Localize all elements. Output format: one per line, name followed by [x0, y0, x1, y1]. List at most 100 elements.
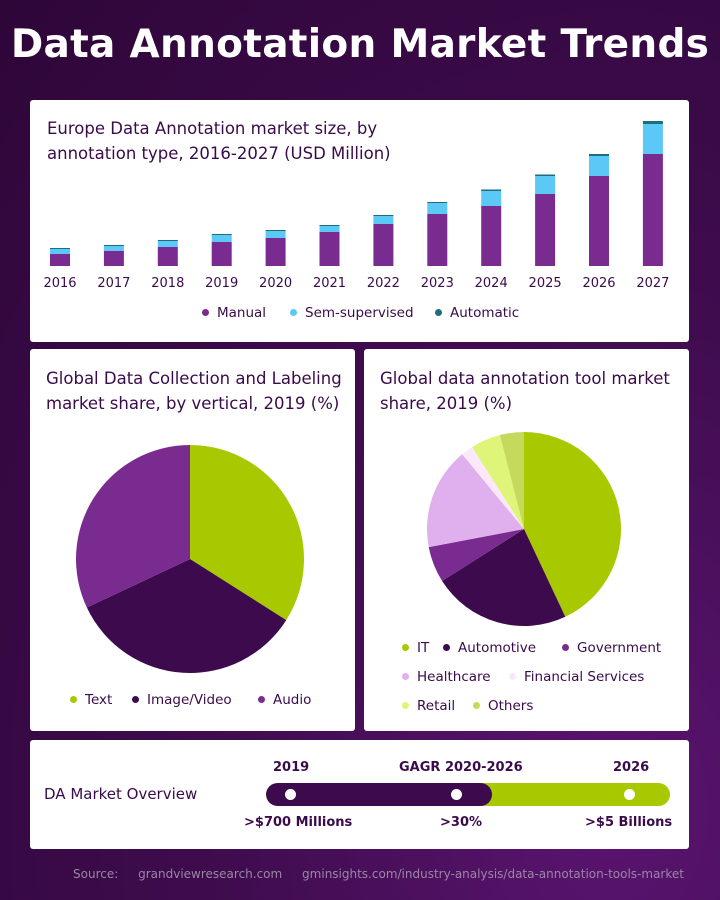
bar-2025-sem-supervised: [535, 176, 556, 194]
overview-marker-start: [285, 789, 296, 800]
legend-dot: [509, 672, 516, 680]
legend-dot: [443, 643, 450, 651]
pie-slice-automotive: [442, 529, 566, 626]
bar-2022-manual: [373, 224, 394, 266]
pie-slice-it: [524, 432, 621, 617]
x-tick-label: 2027: [636, 276, 669, 291]
bar-2020-sem-supervised: [265, 231, 286, 238]
x-tick-label: 2024: [475, 276, 508, 291]
pie-slice-image-video: [86, 559, 287, 674]
x-tick-label: 2017: [97, 276, 130, 291]
bar-2021-sem-supervised: [319, 226, 340, 232]
bar-2027-automatic: [642, 121, 663, 124]
overview-year-end: 2026: [613, 760, 650, 775]
legend-label: Audio: [273, 692, 312, 708]
bar-2025-manual: [535, 194, 556, 266]
source-link-grandview[interactable]: grandviewresearch.com: [138, 867, 283, 881]
bar-2017-automatic: [103, 245, 124, 246]
legend-dot: [402, 643, 409, 651]
pie-slice-others: [499, 432, 524, 529]
bar-2021-automatic: [319, 225, 340, 226]
bar-2026-automatic: [589, 154, 609, 156]
bar-2016-sem-supervised: [50, 249, 70, 254]
stacked-bar-chart: 2016 2017 2018 2019 2020 2021 2022 2023 2024 2025…: [43, 121, 669, 291]
tool-share-pie-chart: [427, 432, 621, 626]
bar-2024-sem-supervised: [481, 191, 502, 206]
bar-2018-manual: [157, 247, 178, 266]
pie-legend-item: Image/Video: [132, 692, 232, 708]
overview-progress-track: [266, 783, 670, 806]
pie-legend-item: Automotive: [443, 640, 536, 656]
bar-2022-sem-supervised: [373, 216, 394, 224]
pie-legend-item: Financial Services: [509, 669, 644, 685]
x-tick-label: 2019: [205, 276, 238, 291]
legend-label: Retail: [417, 698, 456, 714]
bar-2019-automatic: [211, 234, 232, 235]
pie-legend-item: Government: [562, 640, 661, 656]
bar-chart-title: Europe Data Annotation market size, by a…: [47, 119, 391, 163]
legend-dot: [562, 643, 569, 651]
bar-legend-item: Sem-supervised: [290, 305, 414, 321]
pie-slice-audio: [75, 445, 190, 608]
overview-label: DA Market Overview: [44, 785, 198, 803]
legend-label: Government: [577, 640, 662, 656]
overview-year-start: 2019: [273, 760, 310, 775]
pie2-title: Global data annotation tool market share…: [380, 369, 670, 413]
bar-2017-manual: [103, 251, 124, 266]
bar-2021-manual: [319, 232, 340, 266]
x-tick-label: 2016: [43, 276, 76, 291]
pie-slice-financial-services: [462, 447, 524, 529]
overview-cagr-label: GAGR 2020-2026: [399, 760, 523, 775]
market-overview-card: DA Market Overview 2019 GAGR 2020-2026 2…: [30, 740, 689, 849]
pie1-title: Global Data Collection and Labeling mark…: [46, 369, 342, 413]
overview-marker-end: [624, 789, 635, 800]
bar-2024-manual: [481, 206, 502, 266]
legend-label: Financial Services: [524, 669, 645, 685]
bar-2018-sem-supervised: [157, 241, 178, 247]
x-tick-label: 2026: [582, 276, 615, 291]
bar-2027-sem-supervised: [642, 124, 663, 154]
bar-2024-automatic: [481, 189, 502, 191]
pie-slice-healthcare: [427, 454, 524, 548]
bar-2019-manual: [211, 242, 232, 266]
pie-legend-item: IT: [402, 640, 429, 656]
x-tick-label: 2025: [529, 276, 562, 291]
x-tick-label: 2018: [151, 276, 184, 291]
x-tick-label: 2020: [259, 276, 292, 291]
legend-label: Healthcare: [417, 669, 491, 685]
legend-label: Automatic: [450, 305, 520, 321]
overview-progress-fill: [266, 783, 493, 806]
legend-dot: [473, 701, 480, 709]
legend-label: Text: [85, 692, 113, 708]
legend-dot: [132, 695, 139, 703]
source-link-gminsights[interactable]: gminsights.com/industry-analysis/data-an…: [302, 867, 684, 881]
bar-2022-automatic: [373, 215, 394, 216]
pie-legend-item: Healthcare: [402, 669, 491, 685]
bar-2016-manual: [50, 254, 70, 266]
overview-value-start: >$700 Millions: [244, 815, 353, 830]
pie-legend-item: Text: [70, 692, 112, 708]
bar-2026-sem-supervised: [589, 156, 609, 176]
overview-value-end: >$5 Billions: [585, 815, 673, 830]
bar-2020-manual: [265, 238, 286, 266]
bar-2016-automatic: [50, 248, 70, 249]
market-size-card: Europe Data Annotation market size, by a…: [30, 100, 689, 342]
vertical-share-card: Global Data Collection and Labeling mark…: [30, 349, 355, 731]
bar-2018-automatic: [157, 240, 178, 241]
legend-dot: [435, 308, 442, 316]
legend-label: IT: [417, 640, 430, 656]
legend-label: Manual: [217, 305, 267, 321]
bar-2027-manual: [642, 154, 663, 266]
bar-2020-automatic: [265, 230, 286, 231]
page-title: Data Annotation Market Trends: [10, 22, 710, 67]
legend-label: Automotive: [458, 640, 537, 656]
bar-2025-automatic: [535, 174, 556, 176]
pie-legend-item: Audio: [258, 692, 311, 708]
legend-dot: [258, 695, 265, 703]
legend-dot: [70, 695, 77, 703]
bar-legend-item: Manual: [202, 305, 266, 321]
legend-dot: [290, 308, 297, 316]
vertical-share-pie-chart: [75, 445, 304, 674]
bar-2017-sem-supervised: [103, 246, 124, 251]
bar-2019-sem-supervised: [211, 235, 232, 242]
